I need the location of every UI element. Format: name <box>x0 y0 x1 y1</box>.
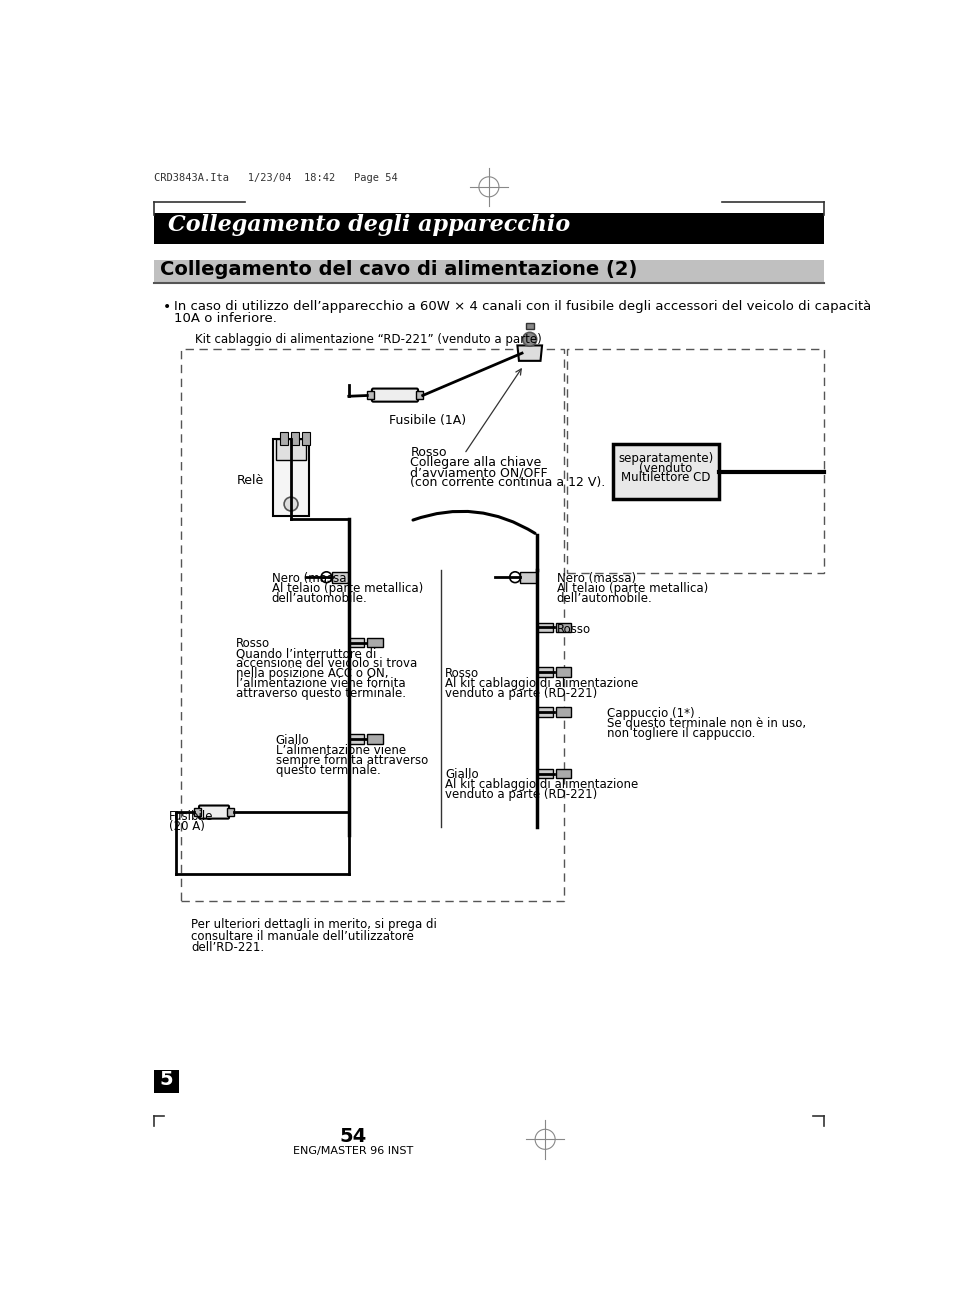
Bar <box>301 432 309 445</box>
Bar <box>349 734 364 743</box>
Text: L’alimentazione viene: L’alimentazione viene <box>275 743 405 756</box>
Text: Collegamento del cavo di alimentazione (2): Collegamento del cavo di alimentazione (… <box>160 260 637 278</box>
Text: non togliere il cappuccio.: non togliere il cappuccio. <box>606 726 755 739</box>
Text: Rosso: Rosso <box>557 624 590 637</box>
Bar <box>274 439 309 516</box>
Bar <box>537 769 552 779</box>
Bar <box>556 769 571 779</box>
Bar <box>193 809 201 815</box>
Text: Al kit cablaggio di alimentazione: Al kit cablaggio di alimentazione <box>444 779 638 792</box>
Circle shape <box>284 498 297 511</box>
Text: consultare il manuale dell’utilizzatore: consultare il manuale dell’utilizzatore <box>191 930 414 943</box>
Text: l’alimentazione viene fornita: l’alimentazione viene fornita <box>235 678 405 691</box>
Text: ENG/MASTER 96 INST: ENG/MASTER 96 INST <box>293 1146 413 1155</box>
Bar <box>416 391 422 399</box>
Text: In caso di utilizzo dell’apparecchio a 60W × 4 canali con il fusibile degli acce: In caso di utilizzo dell’apparecchio a 6… <box>173 299 870 312</box>
Text: Multilettore CD: Multilettore CD <box>620 471 710 484</box>
Bar <box>181 348 564 902</box>
Text: Quando l’interruttore di: Quando l’interruttore di <box>235 647 375 660</box>
Text: separatamente): separatamente) <box>618 452 713 465</box>
Text: dell’automobile.: dell’automobile. <box>272 592 367 605</box>
Bar <box>332 572 349 583</box>
Text: 5: 5 <box>159 1070 172 1088</box>
Text: (con corrente continua a 12 V).: (con corrente continua a 12 V). <box>410 477 605 490</box>
Bar <box>556 708 571 717</box>
Bar <box>520 572 537 583</box>
Bar <box>556 622 571 632</box>
Text: Al telaio (parte metallica): Al telaio (parte metallica) <box>557 582 707 595</box>
Text: Nero (massa): Nero (massa) <box>272 572 351 584</box>
Text: attraverso questo terminale.: attraverso questo terminale. <box>235 687 405 700</box>
Bar <box>537 708 552 717</box>
Bar <box>367 391 374 399</box>
Text: sempre fornita attraverso: sempre fornita attraverso <box>275 754 428 767</box>
Text: venduto a parte (RD-221): venduto a parte (RD-221) <box>444 687 597 700</box>
Text: 10A o inferiore.: 10A o inferiore. <box>173 311 276 324</box>
Text: venduto a parte (RD-221): venduto a parte (RD-221) <box>444 788 597 801</box>
FancyBboxPatch shape <box>372 389 417 402</box>
Text: Kit cablaggio di alimentazione “RD-221” (venduto a parte): Kit cablaggio di alimentazione “RD-221” … <box>194 334 541 347</box>
Text: •: • <box>163 299 172 314</box>
Text: (20 A): (20 A) <box>170 819 205 832</box>
Bar <box>367 734 382 743</box>
Bar <box>367 638 382 647</box>
Text: Fusibile: Fusibile <box>170 810 213 823</box>
Bar <box>612 444 719 499</box>
Circle shape <box>522 332 537 347</box>
Text: Giallo: Giallo <box>275 734 309 747</box>
Bar <box>153 260 823 284</box>
Bar <box>525 323 533 330</box>
Text: (venduto: (venduto <box>639 462 692 475</box>
Text: Rosso: Rosso <box>235 637 270 650</box>
Bar <box>537 667 552 676</box>
Text: Fusibile (1A): Fusibile (1A) <box>389 414 465 427</box>
Text: Al telaio (parte metallica): Al telaio (parte metallica) <box>272 582 422 595</box>
Polygon shape <box>517 345 541 361</box>
Bar <box>153 213 823 244</box>
Bar <box>280 432 288 445</box>
Bar <box>276 439 305 460</box>
Bar <box>227 809 233 815</box>
Text: Cappuccio (1*): Cappuccio (1*) <box>606 706 694 720</box>
Text: 54: 54 <box>338 1128 366 1146</box>
Text: dell’RD-221.: dell’RD-221. <box>191 941 264 955</box>
Bar <box>349 638 364 647</box>
Text: Rosso: Rosso <box>444 667 478 680</box>
Bar <box>153 1070 178 1094</box>
Text: accensione del veicolo si trova: accensione del veicolo si trova <box>235 658 416 671</box>
Text: Rosso: Rosso <box>410 446 446 460</box>
FancyBboxPatch shape <box>199 805 229 818</box>
Bar <box>291 432 298 445</box>
Text: Collegamento degli apparecchio: Collegamento degli apparecchio <box>168 214 570 236</box>
Text: Collegare alla chiave: Collegare alla chiave <box>410 457 541 469</box>
Bar <box>556 667 571 676</box>
Text: Giallo: Giallo <box>444 768 478 781</box>
Text: dell’automobile.: dell’automobile. <box>557 592 652 605</box>
Text: CRD3843A.Ita   1/23/04  18:42   Page 54: CRD3843A.Ita 1/23/04 18:42 Page 54 <box>153 173 397 183</box>
Text: d’avviamento ON/OFF: d’avviamento ON/OFF <box>410 466 547 479</box>
Text: Al kit cablaggio di alimentazione: Al kit cablaggio di alimentazione <box>444 676 638 689</box>
Text: Per ulteriori dettagli in merito, si prega di: Per ulteriori dettagli in merito, si pre… <box>191 918 436 931</box>
Text: nella posizione ACC o ON,: nella posizione ACC o ON, <box>235 667 388 680</box>
Text: Se questo terminale non è in uso,: Se questo terminale non è in uso, <box>606 717 805 730</box>
Text: Nero (massa): Nero (massa) <box>557 572 635 584</box>
Bar <box>566 348 823 574</box>
Text: Relè: Relè <box>237 474 264 487</box>
Bar <box>537 622 552 632</box>
Text: questo terminale.: questo terminale. <box>275 764 380 776</box>
